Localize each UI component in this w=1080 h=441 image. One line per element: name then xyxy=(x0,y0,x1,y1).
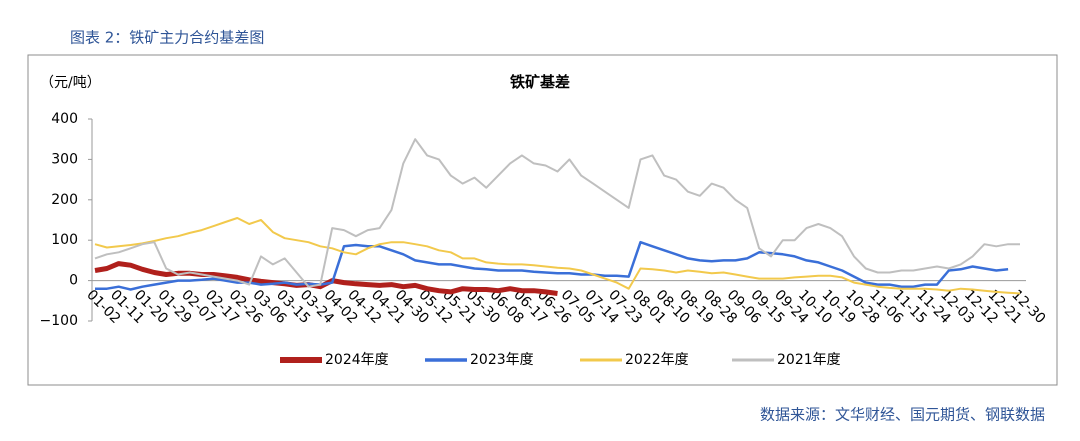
y-tick-label: 100 xyxy=(51,232,78,248)
legend-label: 2023年度 xyxy=(470,352,534,368)
series-line xyxy=(94,217,1021,295)
series-line xyxy=(94,138,1020,288)
caption: 图表 2：铁矿主力合约基差图 xyxy=(70,29,264,47)
legend-label: 2022年度 xyxy=(625,352,689,368)
y-tick-label: 400 xyxy=(51,111,78,127)
source: 数据来源：文华财经、国元期货、钢联数据 xyxy=(760,406,1045,424)
y-axis-label: （元/吨） xyxy=(40,75,101,91)
y-tick-label: 0 xyxy=(69,273,78,289)
chart-frame xyxy=(27,54,1058,386)
y-tick-label: 200 xyxy=(51,192,78,208)
series-line xyxy=(95,240,1009,291)
legend-label: 2021年度 xyxy=(777,352,841,368)
chart-title: 铁矿基差 xyxy=(510,73,570,91)
y-tick-label: −100 xyxy=(40,313,78,329)
legend-label: 2024年度 xyxy=(325,352,389,368)
y-tick-label: 300 xyxy=(51,151,78,167)
